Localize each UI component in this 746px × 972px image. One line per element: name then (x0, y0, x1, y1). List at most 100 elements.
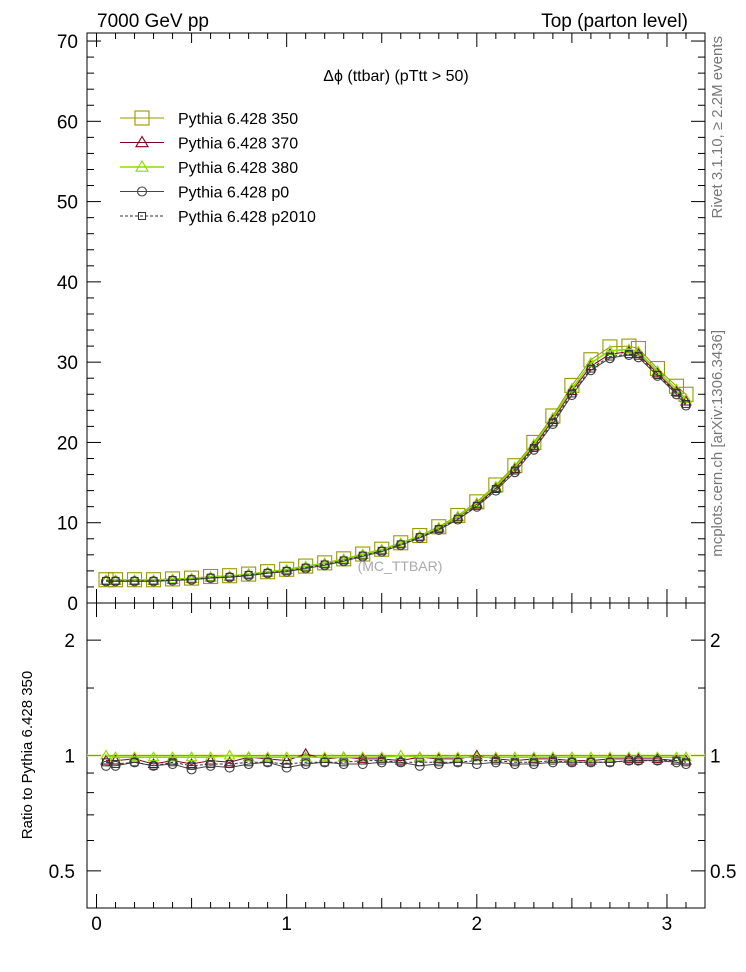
data-point-p2010 (510, 466, 519, 475)
data-point-p2010 (548, 418, 557, 427)
data-point-s380 (204, 570, 217, 581)
ratio-point-p0 (300, 758, 311, 770)
data-point-p2010 (206, 573, 215, 582)
data-point-p2010 (396, 540, 405, 549)
ratio-point-s370 (185, 757, 198, 769)
ratio-point-p2010 (681, 758, 690, 767)
ratio-point-s370 (109, 754, 122, 765)
data-point-s380 (337, 553, 350, 564)
data-point-p2010 (586, 364, 595, 373)
ratio-point-s380 (584, 751, 597, 762)
ratio-point-p0 (376, 757, 387, 768)
legend-label-s380: Pythia 6.428 380 (178, 160, 298, 177)
legend-marker-s370 (135, 135, 149, 148)
ratio-point-s380 (299, 751, 312, 762)
ratio-point-p2010 (605, 758, 614, 767)
data-point-p2010 (320, 560, 329, 569)
data-point-p2010 (149, 576, 158, 585)
ratio-point-s380 (451, 751, 464, 762)
data-point-s380 (166, 573, 179, 584)
ratio-line-p2010 (105, 760, 687, 767)
side-label-rivet: Rivet 3.1.10, ≥ 2.2M events (709, 36, 726, 219)
data-point-s380 (280, 563, 293, 574)
data-point-p2010 (634, 351, 643, 360)
data-point-s380 (413, 529, 426, 541)
legend-marker-s350 (134, 110, 150, 126)
main-y-tick-label: 20 (57, 433, 78, 454)
data-point-p2010 (339, 556, 348, 565)
data-point-p2010 (244, 570, 253, 579)
ratio-line-s380 (105, 754, 686, 758)
ratio-point-p2010 (472, 756, 481, 765)
data-point-p2010 (605, 352, 614, 361)
data-point-s380 (147, 574, 160, 585)
ratio-point-s370 (565, 754, 578, 765)
x-tick-label: 1 (281, 914, 292, 935)
ratio-point-p0 (528, 758, 539, 770)
data-point-s380 (109, 574, 122, 585)
data-point-p2010 (187, 575, 196, 584)
ratio-point-s370 (622, 752, 635, 763)
data-point-p2010 (472, 501, 481, 510)
ratio-panel: 0.5 0.5 1 1 2 2 0 1 2 3 (49, 602, 736, 935)
data-point-p2010 (624, 350, 633, 359)
data-point-p2010 (415, 533, 424, 542)
ratio-y-tick-label: 0.5 (49, 862, 75, 883)
ratio-point-s380 (128, 751, 141, 762)
series-line-p2010 (106, 353, 687, 582)
x-tick-label: 0 (91, 914, 102, 935)
data-point-p0 (585, 365, 596, 376)
data-point-p2010 (377, 546, 386, 555)
main-y-tick-label: 30 (57, 353, 78, 374)
data-point-s380 (223, 570, 236, 581)
ratio-point-p0 (433, 758, 444, 770)
ratio-point-s380 (185, 751, 198, 762)
data-point-p2010 (529, 444, 538, 453)
ratio-point-p2010 (672, 756, 681, 765)
data-point-p0 (528, 444, 539, 455)
data-point-s380 (299, 560, 312, 571)
data-point-s380 (100, 574, 112, 585)
legend-marker-p0 (136, 186, 148, 197)
ratio-point-p0 (509, 758, 520, 770)
main-y-tick-label: 50 (57, 193, 78, 214)
ratio-point-p2010 (282, 760, 291, 769)
ratio-point-p0 (281, 762, 292, 773)
header-left: 7000 GeV pp (97, 11, 209, 32)
data-point-p2010 (111, 576, 120, 585)
ratio-point-s380 (223, 749, 236, 760)
ratio-point-s380 (680, 751, 692, 762)
data-point-s350 (431, 519, 447, 535)
main-y-tick-label: 0 (67, 594, 78, 615)
ratio-y-tick-label-right: 0.5 (710, 862, 736, 883)
ratio-y-tick-label-right: 2 (710, 631, 721, 652)
ratio-point-s380 (337, 751, 350, 762)
ratio-point-p2010 (377, 756, 386, 765)
data-point-s380 (394, 537, 407, 548)
ratio-point-p2010 (130, 758, 139, 767)
ratio-point-p0 (338, 758, 349, 770)
ratio-point-p0 (671, 757, 682, 768)
x-tick-label: 3 (662, 914, 673, 935)
ratio-point-p2010 (206, 760, 215, 769)
data-point-p0 (509, 467, 520, 478)
legend-marker-s380 (135, 159, 149, 172)
data-point-s380 (603, 344, 616, 355)
analysis-watermark: (MC_TTBAR) (358, 558, 443, 574)
data-point-p2010 (358, 551, 367, 560)
data-point-p0 (148, 576, 159, 587)
ratio-point-p0 (167, 758, 178, 770)
data-point-s380 (622, 343, 635, 354)
ratio-point-p0 (490, 757, 501, 768)
data-point-p0 (671, 389, 682, 400)
ratio-point-s380 (432, 751, 445, 762)
ratio-point-p2010 (301, 758, 310, 767)
main-y-tick-label: 10 (57, 514, 78, 535)
data-point-p0 (547, 418, 558, 430)
ratio-point-p0 (110, 760, 121, 771)
ratio-point-s380 (147, 751, 160, 762)
ratio-point-s370 (147, 757, 160, 769)
ratio-point-p0 (680, 758, 692, 770)
data-point-s380 (128, 574, 141, 585)
